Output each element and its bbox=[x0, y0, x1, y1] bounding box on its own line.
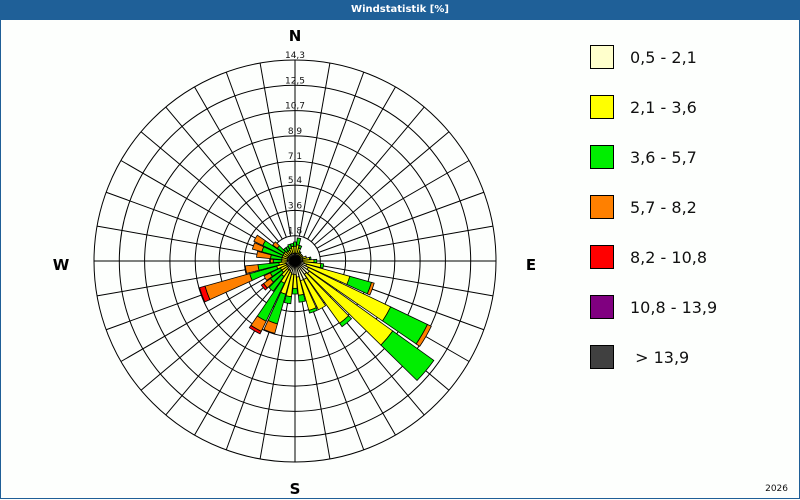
legend-swatch bbox=[590, 295, 614, 319]
grid-spoke bbox=[303, 71, 365, 238]
ring-label: 8,9 bbox=[288, 127, 303, 137]
legend-swatch bbox=[590, 95, 614, 119]
legend-swatch bbox=[590, 195, 614, 219]
legend-item: 3,6 - 5,7 bbox=[590, 145, 790, 171]
wind-wedge bbox=[308, 256, 312, 260]
legend-swatch bbox=[590, 145, 614, 169]
grid-spoke bbox=[314, 131, 450, 246]
grid-spoke bbox=[96, 264, 271, 297]
wind-wedge bbox=[263, 272, 273, 282]
wind-wedge bbox=[283, 295, 292, 305]
grid-spoke bbox=[225, 71, 287, 238]
wind-wedge bbox=[339, 315, 353, 328]
grid-spoke bbox=[303, 284, 365, 451]
grid-spoke bbox=[298, 62, 331, 237]
grid-spoke bbox=[194, 86, 283, 240]
wind-wedge bbox=[297, 293, 306, 303]
wind-wedge bbox=[366, 281, 375, 296]
legend-label: 10,8 - 13,9 bbox=[630, 298, 718, 317]
legend-label: 0,5 - 2,1 bbox=[630, 48, 697, 67]
wind-wedge bbox=[292, 287, 298, 295]
wind-wedge bbox=[290, 243, 294, 248]
year-label: 2026 bbox=[765, 484, 788, 494]
wind-wedge bbox=[308, 307, 318, 314]
center-dot bbox=[291, 257, 299, 265]
legend-swatch bbox=[590, 345, 614, 369]
compass-west: W bbox=[53, 256, 70, 274]
window-title: Windstatistik [%] bbox=[0, 0, 800, 20]
compass-north: N bbox=[289, 27, 302, 45]
wind-wedge bbox=[248, 324, 262, 335]
compass-east: E bbox=[526, 256, 536, 274]
grid-spoke bbox=[298, 285, 331, 460]
grid-spoke bbox=[140, 276, 276, 391]
ring-label: 5,4 bbox=[288, 176, 303, 186]
grid-spoke bbox=[165, 280, 280, 416]
legend-label: 8,2 - 10,8 bbox=[630, 248, 708, 267]
legend-label: 3,6 - 5,7 bbox=[630, 148, 697, 167]
wind-wedge bbox=[268, 273, 285, 292]
grid-spoke bbox=[318, 191, 485, 253]
legend-label: 5,7 - 8,2 bbox=[630, 198, 697, 217]
wind-wedge bbox=[303, 277, 327, 311]
grid-spoke bbox=[165, 106, 280, 242]
wind-wedge bbox=[270, 258, 274, 264]
wind-wedge bbox=[251, 242, 265, 253]
grid-spoke bbox=[259, 285, 292, 460]
legend-swatch bbox=[590, 45, 614, 69]
grid-spoke bbox=[319, 225, 494, 258]
wind-wedge bbox=[298, 250, 302, 255]
compass-south: S bbox=[290, 480, 301, 498]
legend-item: > 13,9 bbox=[590, 345, 790, 371]
legend-item: 0,5 - 2,1 bbox=[590, 45, 790, 71]
wind-wedge bbox=[204, 273, 253, 301]
grid-spoke bbox=[120, 160, 274, 249]
ring-label: 10,7 bbox=[285, 102, 305, 112]
wind-wedge bbox=[313, 258, 318, 264]
wind-wedge bbox=[293, 241, 297, 247]
wind-wedge bbox=[296, 237, 302, 246]
wind-wedge bbox=[244, 264, 260, 274]
wind-wedge bbox=[415, 323, 432, 347]
wind-wedge bbox=[272, 241, 280, 249]
grid-spoke bbox=[105, 191, 272, 253]
wind-wedge bbox=[319, 263, 325, 269]
wind-wedge bbox=[263, 319, 278, 334]
wind-wedge bbox=[380, 330, 435, 382]
grid-spoke bbox=[120, 273, 274, 362]
legend-item: 10,8 - 13,9 bbox=[590, 295, 790, 321]
wind-wedge bbox=[199, 285, 211, 303]
wind-wedge bbox=[256, 250, 272, 260]
grid-spoke bbox=[259, 62, 292, 237]
ring-label: 1,8 bbox=[288, 227, 303, 237]
ring-label: 12,5 bbox=[285, 76, 305, 86]
legend-item: 2,1 - 3,6 bbox=[590, 95, 790, 121]
wind-wedge bbox=[298, 244, 303, 250]
ring-label: 14,3 bbox=[285, 51, 305, 61]
legend-label: > 13,9 bbox=[630, 348, 690, 367]
grid-spoke bbox=[307, 282, 396, 436]
grid-spoke bbox=[140, 131, 276, 246]
grid-spoke bbox=[319, 264, 494, 297]
ring-label: 7,1 bbox=[288, 152, 302, 162]
legend-item: 5,7 - 8,2 bbox=[590, 195, 790, 221]
grid-spoke bbox=[316, 160, 470, 249]
legend-label: 2,1 - 3,6 bbox=[630, 98, 697, 117]
wind-wedge bbox=[253, 234, 266, 247]
grid-spoke bbox=[310, 106, 425, 242]
legend-item: 8,2 - 10,8 bbox=[590, 245, 790, 271]
legend-swatch bbox=[590, 245, 614, 269]
wind-wedge bbox=[260, 282, 268, 291]
grid-spoke bbox=[307, 86, 396, 240]
ring-label: 3,6 bbox=[288, 201, 303, 211]
grid-spoke bbox=[96, 225, 271, 258]
